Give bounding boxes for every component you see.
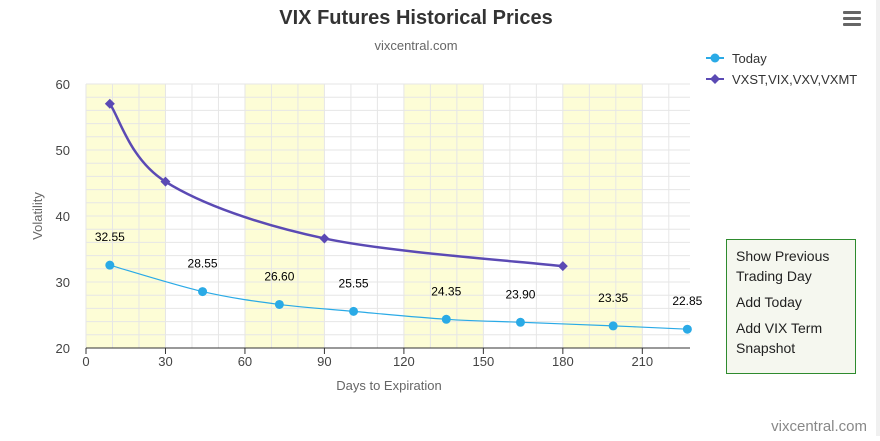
data-label-today: 32.55 <box>95 230 125 244</box>
add-today-button[interactable]: Add Today <box>736 294 802 310</box>
legend-item-today[interactable]: Today <box>706 51 767 66</box>
x-axis-title: Days to Expiration <box>336 378 442 393</box>
y-tick-label: 50 <box>56 143 70 158</box>
data-point-today[interactable] <box>441 314 451 324</box>
show-previous-trading-day-button[interactable]: Show Previous Trading Day <box>736 248 830 284</box>
axes: 0 30 60 90 120 150 180 210 20 30 40 50 60 <box>56 77 690 369</box>
legend-label-term-structure: VXST,VIX,VXV,VXMT <box>732 72 857 87</box>
add-vix-term-snapshot-button[interactable]: Add VIX Term Snapshot <box>736 320 823 356</box>
data-point-today[interactable] <box>608 321 618 331</box>
legend-marker-term-structure <box>710 74 720 84</box>
data-label-today: 23.35 <box>598 291 628 305</box>
data-label-today: 28.55 <box>188 257 218 271</box>
y-axis-title: Volatility <box>30 192 45 240</box>
data-label-today: 22.85 <box>672 294 702 308</box>
x-tick-label: 0 <box>82 354 89 369</box>
data-point-today[interactable] <box>198 287 208 297</box>
data-point-today[interactable] <box>274 299 284 309</box>
x-tick-label: 150 <box>473 354 495 369</box>
x-tick-label: 90 <box>317 354 331 369</box>
data-point-term-structure[interactable] <box>319 233 330 244</box>
y-tick-label: 40 <box>56 209 70 224</box>
series-layer <box>104 98 692 334</box>
y-tick-label: 60 <box>56 77 70 92</box>
data-point-term-structure[interactable] <box>557 261 568 272</box>
data-label-today: 24.35 <box>431 284 461 298</box>
hamburger-menu-icon-bar <box>843 23 861 26</box>
hamburger-menu-icon-bar <box>843 17 861 20</box>
page-scroll-edge <box>876 0 880 436</box>
series-line-1 <box>108 103 563 268</box>
legend-marker-today <box>710 53 720 63</box>
data-label-today: 23.90 <box>505 287 535 301</box>
data-point-today[interactable] <box>515 317 525 327</box>
x-tick-label: 120 <box>393 354 415 369</box>
grid-lines <box>85 83 690 349</box>
credits-link[interactable]: vixcentral.com <box>771 418 867 435</box>
chart-subtitle: vixcentral.com <box>374 38 457 53</box>
legend-item-term-structure[interactable]: VXST,VIX,VXV,VXMT <box>706 72 857 87</box>
x-tick-label: 30 <box>158 354 172 369</box>
data-point-term-structure[interactable] <box>160 176 171 187</box>
data-labels: 32.55 28.55 26.60 25.55 24.35 23.90 23.35 22.85 <box>95 230 703 308</box>
y-tick-label: 20 <box>56 341 70 356</box>
x-tick-label: 210 <box>631 354 653 369</box>
data-point-today[interactable] <box>682 324 692 334</box>
data-point-term-structure[interactable] <box>104 98 115 109</box>
hamburger-menu-icon <box>843 11 861 14</box>
data-point-today[interactable] <box>105 260 115 270</box>
data-label-today: 26.60 <box>264 269 294 283</box>
data-point-today[interactable] <box>349 306 359 316</box>
legend: Today VXST,VIX,VXV,VXMT <box>706 51 857 87</box>
y-tick-label: 30 <box>56 275 70 290</box>
chart-title: VIX Futures Historical Prices <box>279 7 552 29</box>
chart-menu-button[interactable] <box>838 6 866 32</box>
options-panel: Show Previous Trading Day Add Today Add … <box>726 239 856 374</box>
legend-label-today: Today <box>732 51 767 66</box>
x-tick-label: 180 <box>552 354 574 369</box>
data-label-today: 25.55 <box>339 276 369 290</box>
x-tick-label: 60 <box>238 354 252 369</box>
